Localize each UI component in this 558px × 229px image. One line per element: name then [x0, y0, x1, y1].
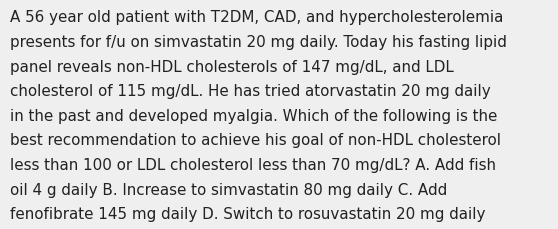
Text: cholesterol of 115 mg/dL. He has tried atorvastatin 20 mg daily: cholesterol of 115 mg/dL. He has tried a… — [10, 84, 491, 99]
Text: in the past and developed myalgia. Which of the following is the: in the past and developed myalgia. Which… — [10, 108, 497, 123]
Text: fenofibrate 145 mg daily D. Switch to rosuvastatin 20 mg daily: fenofibrate 145 mg daily D. Switch to ro… — [10, 206, 485, 221]
Text: best recommendation to achieve his goal of non-HDL cholesterol: best recommendation to achieve his goal … — [10, 133, 501, 148]
Text: A 56 year old patient with T2DM, CAD, and hypercholesterolemia: A 56 year old patient with T2DM, CAD, an… — [10, 10, 503, 25]
Text: less than 100 or LDL cholesterol less than 70 mg/dL? A. Add fish: less than 100 or LDL cholesterol less th… — [10, 157, 496, 172]
Text: oil 4 g daily B. Increase to simvastatin 80 mg daily C. Add: oil 4 g daily B. Increase to simvastatin… — [10, 182, 448, 197]
Text: panel reveals non-HDL cholesterols of 147 mg/dL, and LDL: panel reveals non-HDL cholesterols of 14… — [10, 59, 454, 74]
Text: presents for f/u on simvastatin 20 mg daily. Today his fasting lipid: presents for f/u on simvastatin 20 mg da… — [10, 35, 507, 50]
